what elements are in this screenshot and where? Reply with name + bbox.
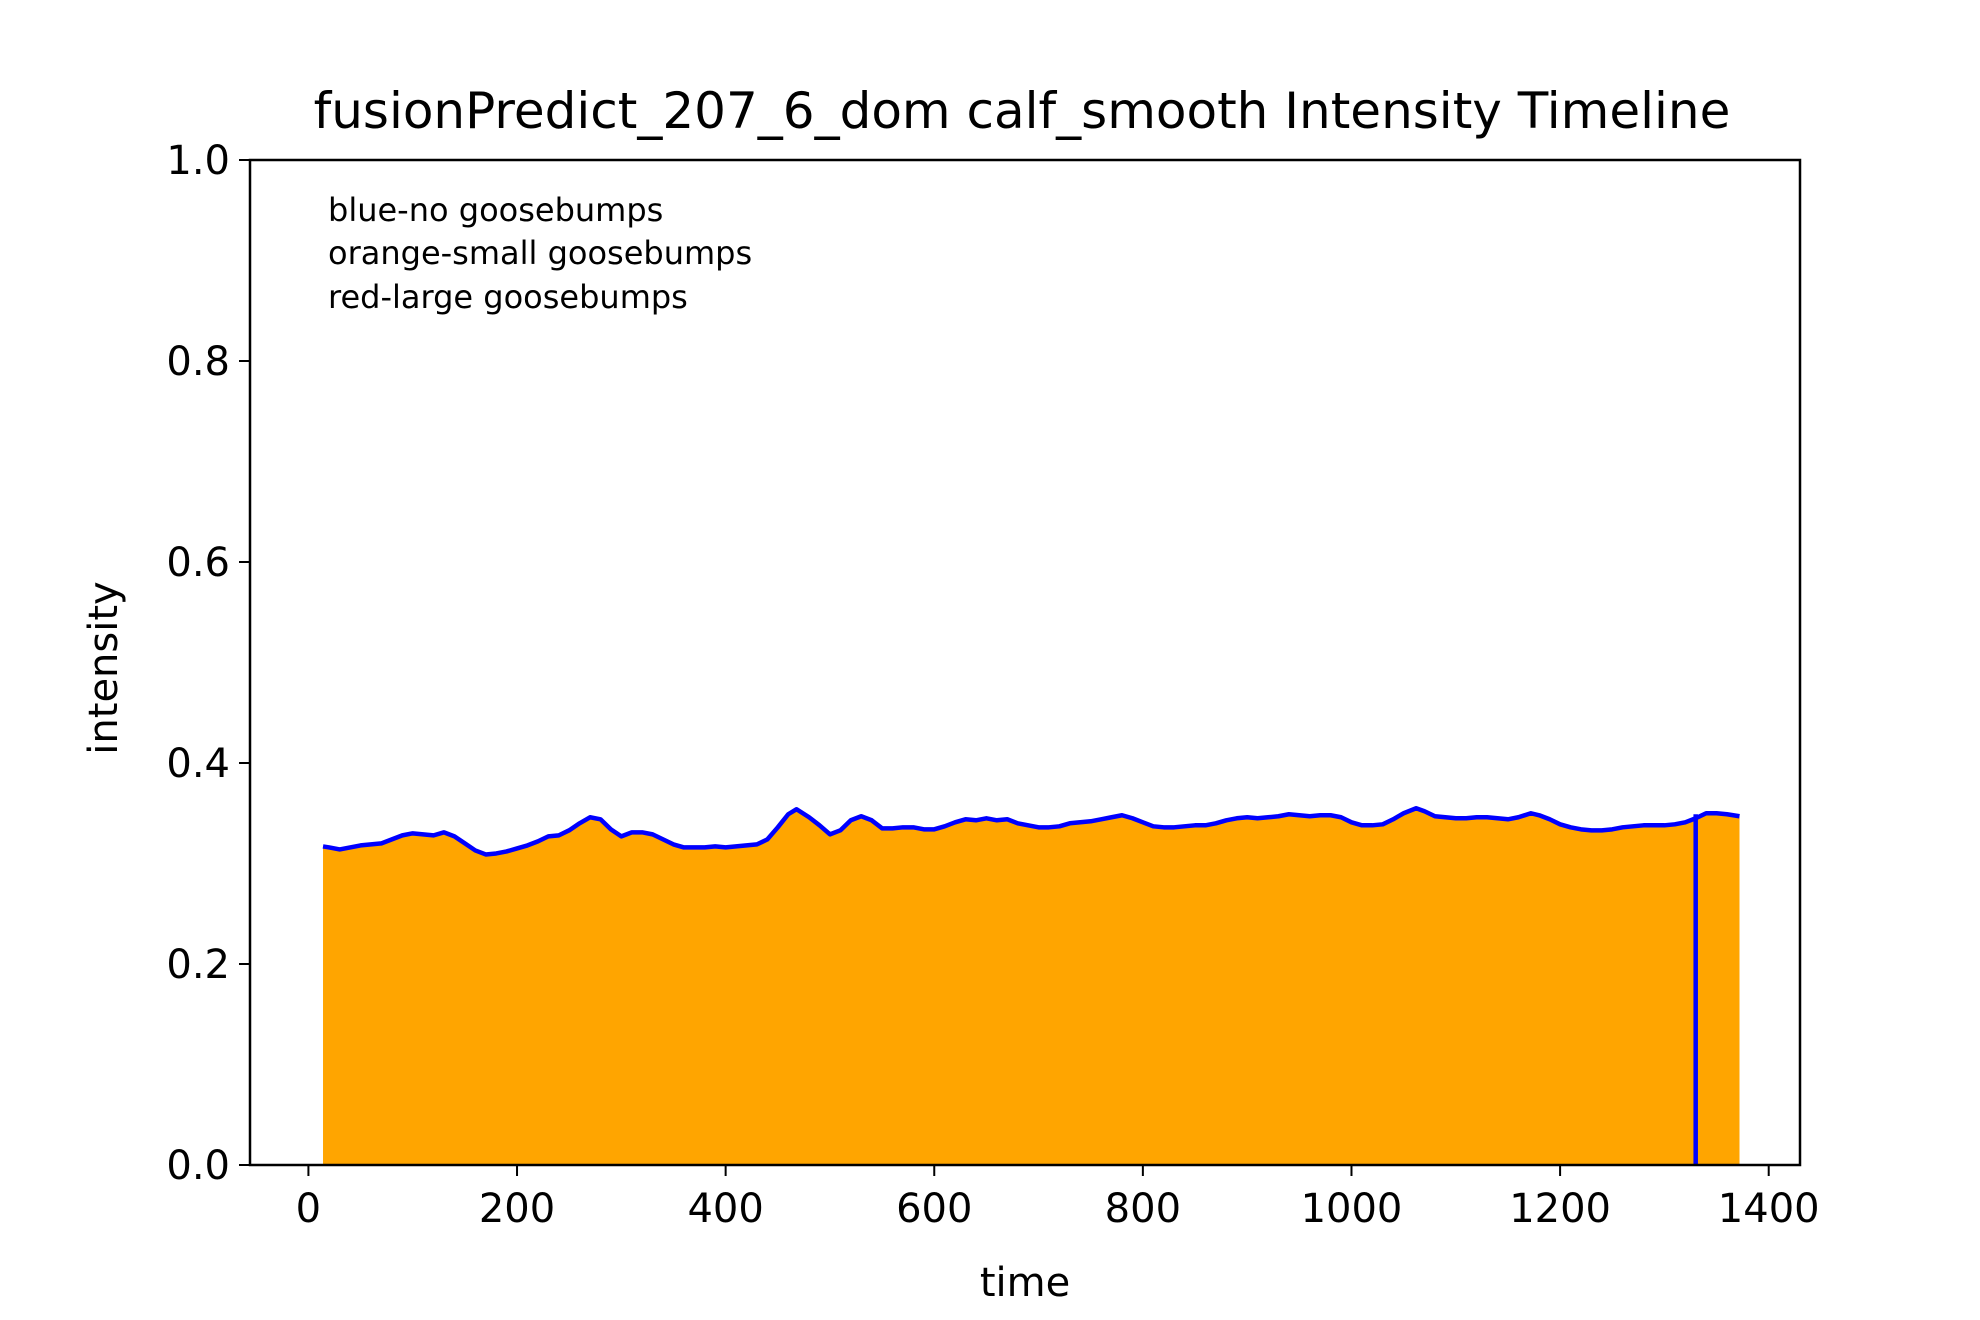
x-axis-label: time: [980, 1260, 1070, 1306]
y-tick-label: 0.0: [166, 1143, 230, 1189]
annotation-red: red-large goosebumps: [328, 278, 688, 316]
x-tick-label: 0: [296, 1186, 321, 1232]
x-tick-label: 200: [479, 1186, 555, 1232]
x-tick-label: 400: [687, 1186, 763, 1232]
y-tick-label: 0.6: [166, 540, 230, 586]
x-tick-label: 600: [896, 1186, 972, 1232]
y-axis-label: intensity: [81, 581, 127, 754]
y-tick-label: 0.4: [166, 741, 230, 787]
annotation-orange: orange-small goosebumps: [328, 234, 752, 272]
y-tick-label: 1.0: [166, 138, 230, 184]
x-tick-label: 1400: [1718, 1186, 1820, 1232]
intensity-line: [322, 805, 1740, 857]
legend-annotations: blue-no goosebumps orange-small goosebum…: [328, 191, 752, 316]
annotation-blue: blue-no goosebumps: [328, 191, 663, 229]
small-goosebumps-area: [323, 808, 1740, 1165]
plot-area: [322, 805, 1740, 1165]
chart-title: fusionPredict_207_6_dom calf_smooth Inte…: [314, 82, 1731, 140]
y-axis: 0.0 0.2 0.4 0.6 0.8 1.0: [166, 138, 250, 1189]
x-tick-label: 1000: [1301, 1186, 1403, 1232]
plot-frame: [248, 158, 1802, 1167]
x-tick-label: 1200: [1509, 1186, 1611, 1232]
y-tick-label: 0.8: [166, 339, 230, 385]
x-tick-label: 800: [1105, 1186, 1181, 1232]
y-tick-label: 0.2: [166, 942, 230, 988]
x-axis: 0 200 400 600 800 1000 1200 1400: [296, 1165, 1820, 1232]
